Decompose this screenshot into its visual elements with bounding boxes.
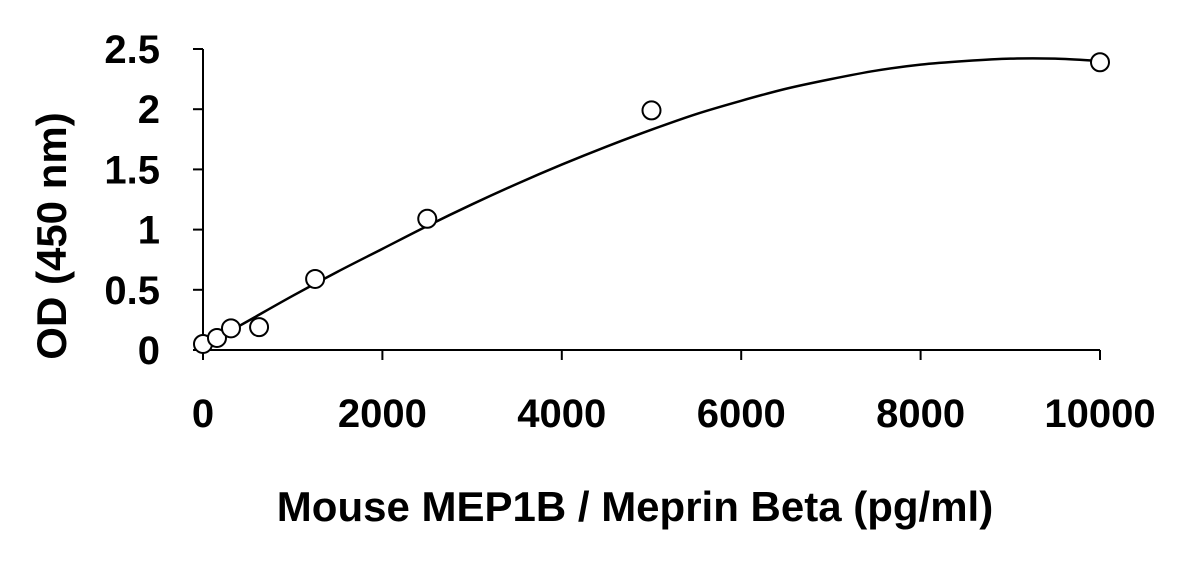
x-tick-label: 0 (192, 392, 214, 436)
y-tick-label: 0.5 (104, 269, 160, 313)
data-point (206, 327, 227, 348)
x-axis-title: Mouse MEP1B / Meprin Beta (pg/ml) (277, 483, 993, 530)
data-points-layer (193, 52, 1110, 354)
data-point (249, 317, 270, 338)
y-axis-title: OD (450 nm) (28, 112, 75, 359)
x-tick-label: 6000 (697, 392, 786, 436)
y-tick-label: 1 (138, 209, 160, 253)
data-point (220, 318, 241, 339)
y-tick-label: 0 (138, 329, 160, 373)
data-point (417, 208, 438, 229)
y-tick-label: 1.5 (104, 148, 160, 192)
x-tick-label: 2000 (338, 392, 427, 436)
data-point (1090, 52, 1110, 73)
x-tick-label: 4000 (517, 392, 606, 436)
x-tick-label: 10000 (1044, 392, 1155, 436)
fit-curve-line (202, 57, 1101, 348)
y-tick-label: 2.5 (104, 28, 160, 72)
x-tick-label: 8000 (876, 392, 965, 436)
y-tick-label: 2 (138, 88, 160, 132)
data-point (305, 268, 326, 289)
axes-layer: 0 0.5 1 1.5 2 2.5 0 2000 4000 6000 8000 10000 (104, 28, 1155, 436)
fit-curve-layer (202, 57, 1101, 348)
data-point (641, 100, 662, 121)
